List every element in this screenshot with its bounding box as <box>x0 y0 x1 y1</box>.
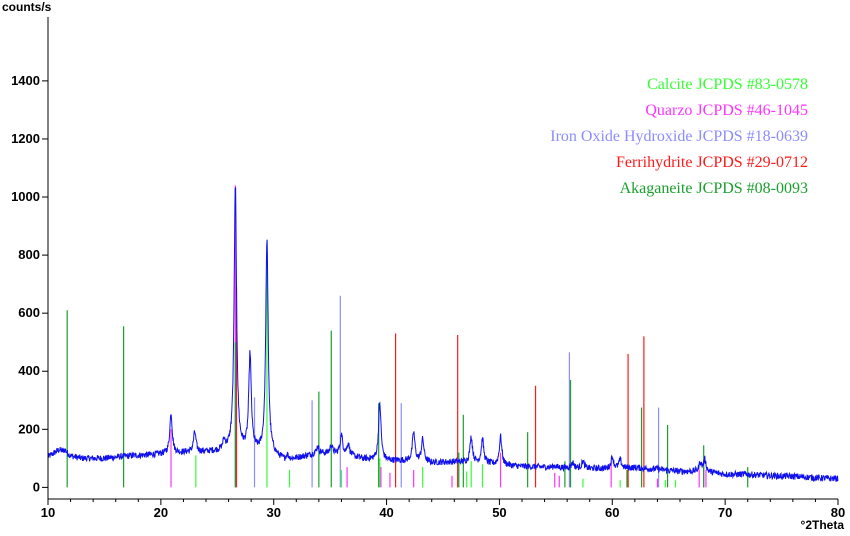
diffraction-trace <box>47 187 839 483</box>
legend-entry: Iron Oxide Hydroxide JCPDS #18-0639 <box>550 128 808 145</box>
diffraction-pattern <box>47 187 839 483</box>
x-tick-label: 30 <box>266 505 280 520</box>
y-tick-label: 200 <box>18 421 40 436</box>
y-tick-label: 1400 <box>11 73 40 88</box>
plot-frame <box>47 17 838 500</box>
y-tick-label: 800 <box>18 247 40 262</box>
x-tick-label: 80 <box>831 505 845 520</box>
x-axis-title: °2Theta <box>801 518 845 532</box>
x-tick-label: 50 <box>492 505 506 520</box>
y-tick-label: 1200 <box>11 131 40 146</box>
legend-entry: Calcite JCPDS #83-0578 <box>647 76 808 93</box>
x-tick-label: 70 <box>718 505 732 520</box>
y-tick-label: 1000 <box>11 189 40 204</box>
y-tick-label: 600 <box>18 305 40 320</box>
y-tick-label: 0 <box>33 479 40 494</box>
y-axis-title: counts/s <box>2 0 52 14</box>
x-tick-label: 10 <box>41 505 55 520</box>
legend-entry: Akaganeite JCPDS #08-0093 <box>620 180 808 197</box>
axis-ticks: 0 200 400 600 800 1000 1200 1400 10 20 30 40 50 60 70 8… <box>11 73 845 520</box>
legend-entry: Quarzo JCPDS #46-1045 <box>645 102 808 119</box>
legend: Calcite JCPDS #83-0578 Quarzo JCPDS #46-1… <box>550 76 808 197</box>
x-tick-label: 60 <box>605 505 619 520</box>
x-tick-label: 20 <box>154 505 168 520</box>
legend-entry: Ferrihydrite JCPDS #29-0712 <box>616 154 808 171</box>
x-tick-label: 40 <box>379 505 393 520</box>
y-tick-label: 400 <box>18 363 40 378</box>
